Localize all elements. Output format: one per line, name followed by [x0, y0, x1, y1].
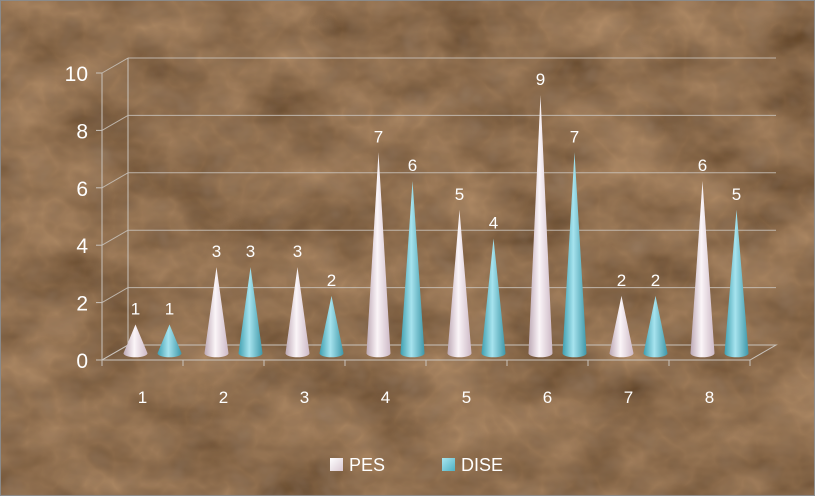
cone-pes	[609, 295, 634, 358]
cone-pes	[528, 94, 553, 358]
data-label-pes: 7	[374, 127, 383, 146]
data-label-dise: 2	[651, 271, 660, 290]
cone-body	[204, 267, 229, 358]
cone-dise	[319, 295, 344, 358]
cone-dise	[562, 152, 587, 358]
y-axis-tick-labels: 0 2 4 6 8 10	[65, 63, 89, 373]
cone-body	[285, 267, 310, 358]
y-tick-label: 6	[76, 178, 88, 201]
data-label-pes: 3	[212, 242, 221, 261]
cone-pes	[123, 324, 148, 358]
cone-pes	[285, 267, 310, 358]
data-label-pes: 2	[617, 271, 626, 290]
data-label-dise: 2	[327, 271, 336, 290]
x-tick-label: 5	[462, 388, 471, 407]
cone-body	[724, 209, 749, 358]
cone-series	[123, 94, 749, 358]
y-tick-label: 10	[65, 63, 88, 86]
x-tick-label: 7	[624, 388, 633, 407]
y-tick-label: 4	[76, 235, 88, 258]
floor	[100, 344, 778, 361]
data-label-pes: 1	[131, 300, 140, 319]
data-label-dise: 7	[570, 127, 579, 146]
legend-item-pes: PES	[330, 455, 385, 475]
y-tick-label: 8	[76, 120, 88, 143]
x-tick-label: 6	[543, 388, 552, 407]
cone-dise	[724, 209, 749, 358]
cone-pes	[204, 267, 229, 358]
legend-swatch	[330, 458, 343, 471]
data-label-pes: 3	[293, 242, 302, 261]
cone-body	[157, 324, 182, 358]
x-tick-label: 1	[138, 388, 147, 407]
cone-body	[447, 209, 472, 358]
x-tick-label: 8	[705, 388, 714, 407]
cone-body	[562, 152, 587, 358]
gridlines	[96, 57, 778, 366]
x-tick-label: 3	[300, 388, 309, 407]
y-tick-label: 0	[76, 350, 88, 373]
y-tick-label: 2	[76, 293, 88, 316]
legend-label: DISE	[461, 455, 503, 475]
cone-pes	[690, 181, 715, 358]
x-tick-label: 4	[381, 388, 390, 407]
cone-body	[643, 295, 668, 358]
data-label-pes: 9	[536, 70, 545, 89]
data-label-dise: 1	[165, 300, 174, 319]
cone-pes	[447, 209, 472, 358]
cone-dise	[643, 295, 668, 358]
cone-pes	[366, 152, 391, 358]
gridline-depth	[101, 114, 129, 131]
data-label-dise: 6	[408, 156, 417, 175]
gridline-depth	[101, 57, 129, 74]
legend-item-dise: DISE	[442, 455, 503, 475]
data-label-pes: 6	[698, 156, 707, 175]
data-label-pes: 5	[455, 185, 464, 204]
data-labels: 1 1 3 3 3 2 7 6 5 4 9 7 2 2 6 5	[131, 70, 741, 319]
cone-body	[123, 324, 148, 358]
cone-dise	[238, 267, 263, 358]
cone-body	[238, 267, 263, 358]
legend-swatch	[442, 458, 455, 471]
x-axis-tick-labels: 1 2 3 4 5 6 7 8	[138, 388, 714, 407]
cone-body	[528, 94, 553, 358]
cone-body	[366, 152, 391, 358]
cone-body	[481, 238, 506, 358]
data-label-dise: 5	[732, 185, 741, 204]
cone-body	[690, 181, 715, 358]
cone-dise	[400, 181, 425, 358]
data-label-dise: 3	[246, 242, 255, 261]
legend-label: PES	[349, 455, 385, 475]
gridline-depth	[101, 229, 129, 246]
gridline-depth	[101, 172, 129, 189]
cone-dise	[157, 324, 182, 358]
x-tick-label: 2	[219, 388, 228, 407]
data-label-dise: 4	[489, 213, 498, 232]
gridline-depth	[101, 287, 129, 304]
cone-body	[609, 295, 634, 358]
cone-dise	[481, 238, 506, 358]
cone-body	[400, 181, 425, 358]
legend: PES DISE	[330, 455, 503, 475]
cone-body	[319, 295, 344, 358]
